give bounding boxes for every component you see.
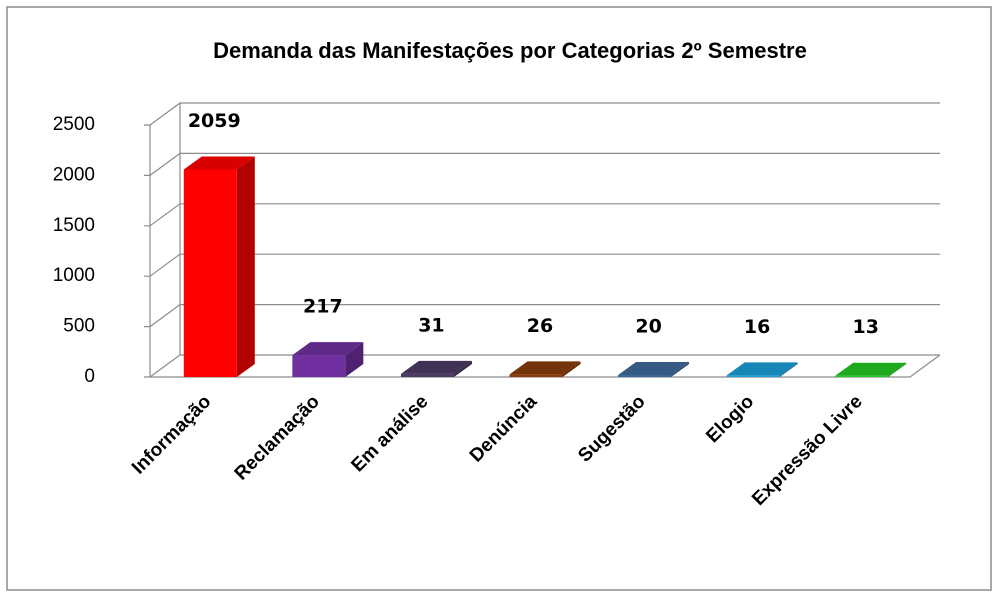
bar-face [292, 342, 364, 356]
bar-face [236, 156, 255, 377]
bar-face [183, 156, 255, 170]
y-tick-label: 1000 [53, 265, 95, 286]
bar [400, 360, 472, 377]
grid-line [144, 203, 940, 227]
bar-face [779, 362, 798, 377]
grid-line [144, 102, 940, 126]
bar-face [400, 360, 472, 374]
value-label: 13 [852, 316, 878, 338]
value-label: 217 [303, 296, 343, 318]
bar-face [618, 361, 690, 375]
grid-line [144, 354, 940, 378]
bar-face [400, 373, 454, 377]
bar-face [835, 362, 907, 376]
value-label: 31 [418, 314, 444, 336]
bar-face [726, 375, 780, 377]
bar [292, 342, 364, 377]
bar-face [835, 375, 889, 377]
bar [183, 156, 255, 377]
bar-face [453, 360, 472, 377]
bar-face [509, 361, 581, 375]
chart-frame [6, 6, 992, 591]
grid-line [144, 253, 940, 277]
bar [618, 361, 690, 377]
bar-face [726, 362, 798, 376]
y-tick-label: 0 [84, 366, 95, 387]
bar-face [509, 374, 563, 377]
grid-line [144, 304, 940, 328]
y-tick-label: 2500 [53, 114, 95, 135]
bar [726, 362, 798, 377]
y-tick-label: 1500 [53, 215, 95, 236]
bar-face [888, 362, 907, 377]
value-label: 2059 [188, 110, 241, 132]
value-label: 16 [744, 316, 770, 338]
bar [509, 361, 581, 377]
y-tick-label: 2000 [53, 164, 95, 185]
value-label: 20 [635, 315, 661, 337]
y-tick-label: 500 [63, 316, 95, 337]
bar-face [562, 361, 581, 377]
value-label: 26 [527, 315, 553, 337]
grid-line [144, 152, 940, 176]
bar-face [618, 374, 672, 377]
bar [835, 362, 907, 377]
bar-face [292, 355, 346, 377]
bar-face [345, 342, 364, 377]
chart-title: Demanda das Manifestações por Categorias… [213, 38, 807, 63]
bar-face [671, 361, 690, 377]
bar-face [183, 169, 237, 377]
